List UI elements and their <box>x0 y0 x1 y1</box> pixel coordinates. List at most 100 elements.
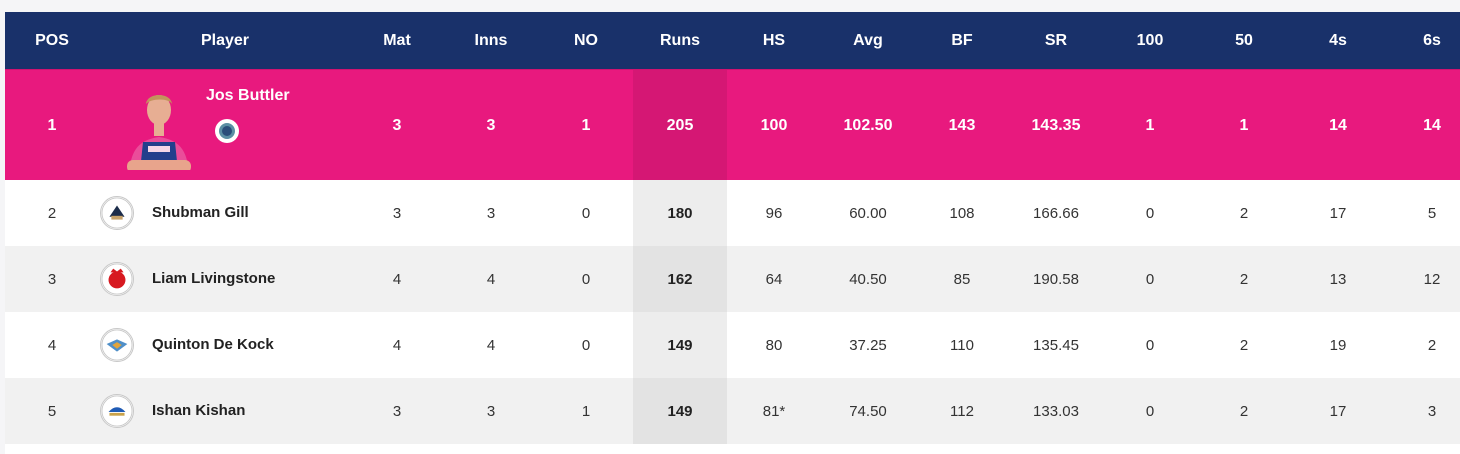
table-row-leader[interactable]: 1 Jos Buttler 3 3 1 205 100 <box>5 69 1460 181</box>
sr-cell: 166.66 <box>1033 204 1079 222</box>
col-header-mat[interactable]: Mat <box>383 31 411 49</box>
leader-player-name[interactable]: Jos Buttler <box>206 87 290 104</box>
runs-cell: 180 <box>667 204 693 222</box>
avg-cell: 74.50 <box>849 402 887 420</box>
no-cell: 0 <box>581 270 591 288</box>
sr-cell: 135.45 <box>1033 336 1079 354</box>
player-name[interactable]: Shubman Gill <box>152 204 249 221</box>
no-cell: 1 <box>581 402 591 420</box>
inns-cell: 3 <box>486 204 496 222</box>
runs-column-highlight <box>633 246 727 312</box>
fours-cell: 14 <box>1329 116 1347 134</box>
runs-column-highlight <box>633 180 727 246</box>
inns-cell: 3 <box>486 116 496 134</box>
super-giants-logo-icon <box>100 328 134 362</box>
fifties-cell: 2 <box>1239 336 1249 354</box>
sixes-cell: 3 <box>1427 402 1437 420</box>
sr-cell: 133.03 <box>1033 402 1079 420</box>
punjab-kings-logo-icon <box>100 262 134 296</box>
hundreds-cell: 0 <box>1145 270 1155 288</box>
mumbai-indians-logo-icon <box>100 394 134 428</box>
col-header-hs[interactable]: HS <box>762 31 786 49</box>
hs-cell: 80 <box>765 336 783 354</box>
col-header-4s[interactable]: 4s <box>1329 31 1347 49</box>
sixes-cell: 5 <box>1427 204 1437 222</box>
fifties-cell: 2 <box>1239 402 1249 420</box>
runs-cell: 149 <box>667 336 693 354</box>
col-header-avg[interactable]: Avg <box>853 31 883 49</box>
hundreds-cell: 0 <box>1145 336 1155 354</box>
bf-cell: 112 <box>950 402 974 420</box>
no-cell: 0 <box>581 204 591 222</box>
col-header-runs[interactable]: Runs <box>660 31 700 49</box>
bf-cell: 143 <box>948 116 976 134</box>
avg-cell: 102.50 <box>843 116 893 134</box>
bf-cell: 110 <box>950 336 974 354</box>
col-header-no[interactable]: NO <box>574 31 598 49</box>
pos-cell: 1 <box>47 116 57 134</box>
no-cell: 0 <box>581 336 591 354</box>
inns-cell: 4 <box>486 336 496 354</box>
hs-cell: 100 <box>760 116 788 134</box>
runs-column-highlight <box>633 70 727 181</box>
no-cell: 1 <box>581 116 591 134</box>
sixes-cell: 12 <box>1423 270 1441 288</box>
table-row[interactable]: 5 Ishan Kishan 3 3 1 149 81* 74.50 112 1… <box>5 378 1460 444</box>
bf-cell: 85 <box>953 270 971 288</box>
royals-logo-icon <box>215 119 239 143</box>
pos-cell: 3 <box>47 270 57 288</box>
hs-cell: 64 <box>765 270 783 288</box>
player-name[interactable]: Liam Livingstone <box>152 270 276 287</box>
player-photo <box>125 95 193 181</box>
sixes-cell: 14 <box>1423 116 1441 134</box>
titans-logo-icon <box>100 196 134 230</box>
runs-cell: 205 <box>666 116 694 134</box>
avg-cell: 60.00 <box>849 204 887 222</box>
sr-cell: 190.58 <box>1033 270 1079 288</box>
runs-cell: 149 <box>667 402 693 420</box>
avg-cell: 40.50 <box>849 270 887 288</box>
table-row[interactable]: 3 Liam Livingstone 4 4 0 162 64 40.50 85… <box>5 246 1460 312</box>
player-name[interactable]: Ishan Kishan <box>152 402 246 419</box>
col-header-inns[interactable]: Inns <box>474 31 508 49</box>
pos-cell: 4 <box>47 336 57 354</box>
fours-cell: 17 <box>1329 402 1347 420</box>
stats-table: POS Player Mat Inns NO Runs HS Avg BF SR… <box>5 12 1460 454</box>
sixes-cell: 2 <box>1427 336 1437 354</box>
mat-cell: 4 <box>392 270 402 288</box>
hundreds-cell: 0 <box>1145 402 1155 420</box>
hundreds-cell: 0 <box>1145 204 1155 222</box>
col-header-pos[interactable]: POS <box>35 31 69 49</box>
fifties-cell: 2 <box>1239 270 1249 288</box>
col-header-50[interactable]: 50 <box>1235 31 1253 49</box>
runs-cell: 162 <box>667 270 693 288</box>
avg-cell: 37.25 <box>849 336 887 354</box>
mat-cell: 4 <box>392 336 402 354</box>
col-header-bf[interactable]: BF <box>951 31 973 49</box>
player-name[interactable]: Quinton De Kock <box>152 336 274 353</box>
hs-cell: 96 <box>765 204 783 222</box>
table-header: POS Player Mat Inns NO Runs HS Avg BF SR… <box>5 12 1460 69</box>
pos-cell: 5 <box>47 402 57 420</box>
runs-column-highlight <box>633 378 727 444</box>
table-row[interactable]: 4 Quinton De Kock 4 4 0 149 80 37.25 110… <box>5 312 1460 378</box>
fours-cell: 13 <box>1329 270 1347 288</box>
mat-cell: 3 <box>392 204 402 222</box>
col-header-sr[interactable]: SR <box>1044 31 1068 49</box>
mat-cell: 3 <box>392 402 402 420</box>
col-header-6s[interactable]: 6s <box>1423 31 1441 49</box>
runs-column-highlight <box>633 312 727 378</box>
mat-cell: 3 <box>392 116 402 134</box>
pos-cell: 2 <box>47 204 57 222</box>
fifties-cell: 1 <box>1239 116 1249 134</box>
fours-cell: 19 <box>1329 336 1347 354</box>
col-header-100[interactable]: 100 <box>1136 31 1164 49</box>
bf-cell: 108 <box>949 204 975 222</box>
table-row[interactable]: 2 Shubman Gill 3 3 0 180 96 60.00 108 16… <box>5 180 1460 246</box>
fours-cell: 17 <box>1329 204 1347 222</box>
inns-cell: 3 <box>486 402 496 420</box>
fifties-cell: 2 <box>1239 204 1249 222</box>
inns-cell: 4 <box>486 270 496 288</box>
col-header-player[interactable]: Player <box>200 31 250 49</box>
